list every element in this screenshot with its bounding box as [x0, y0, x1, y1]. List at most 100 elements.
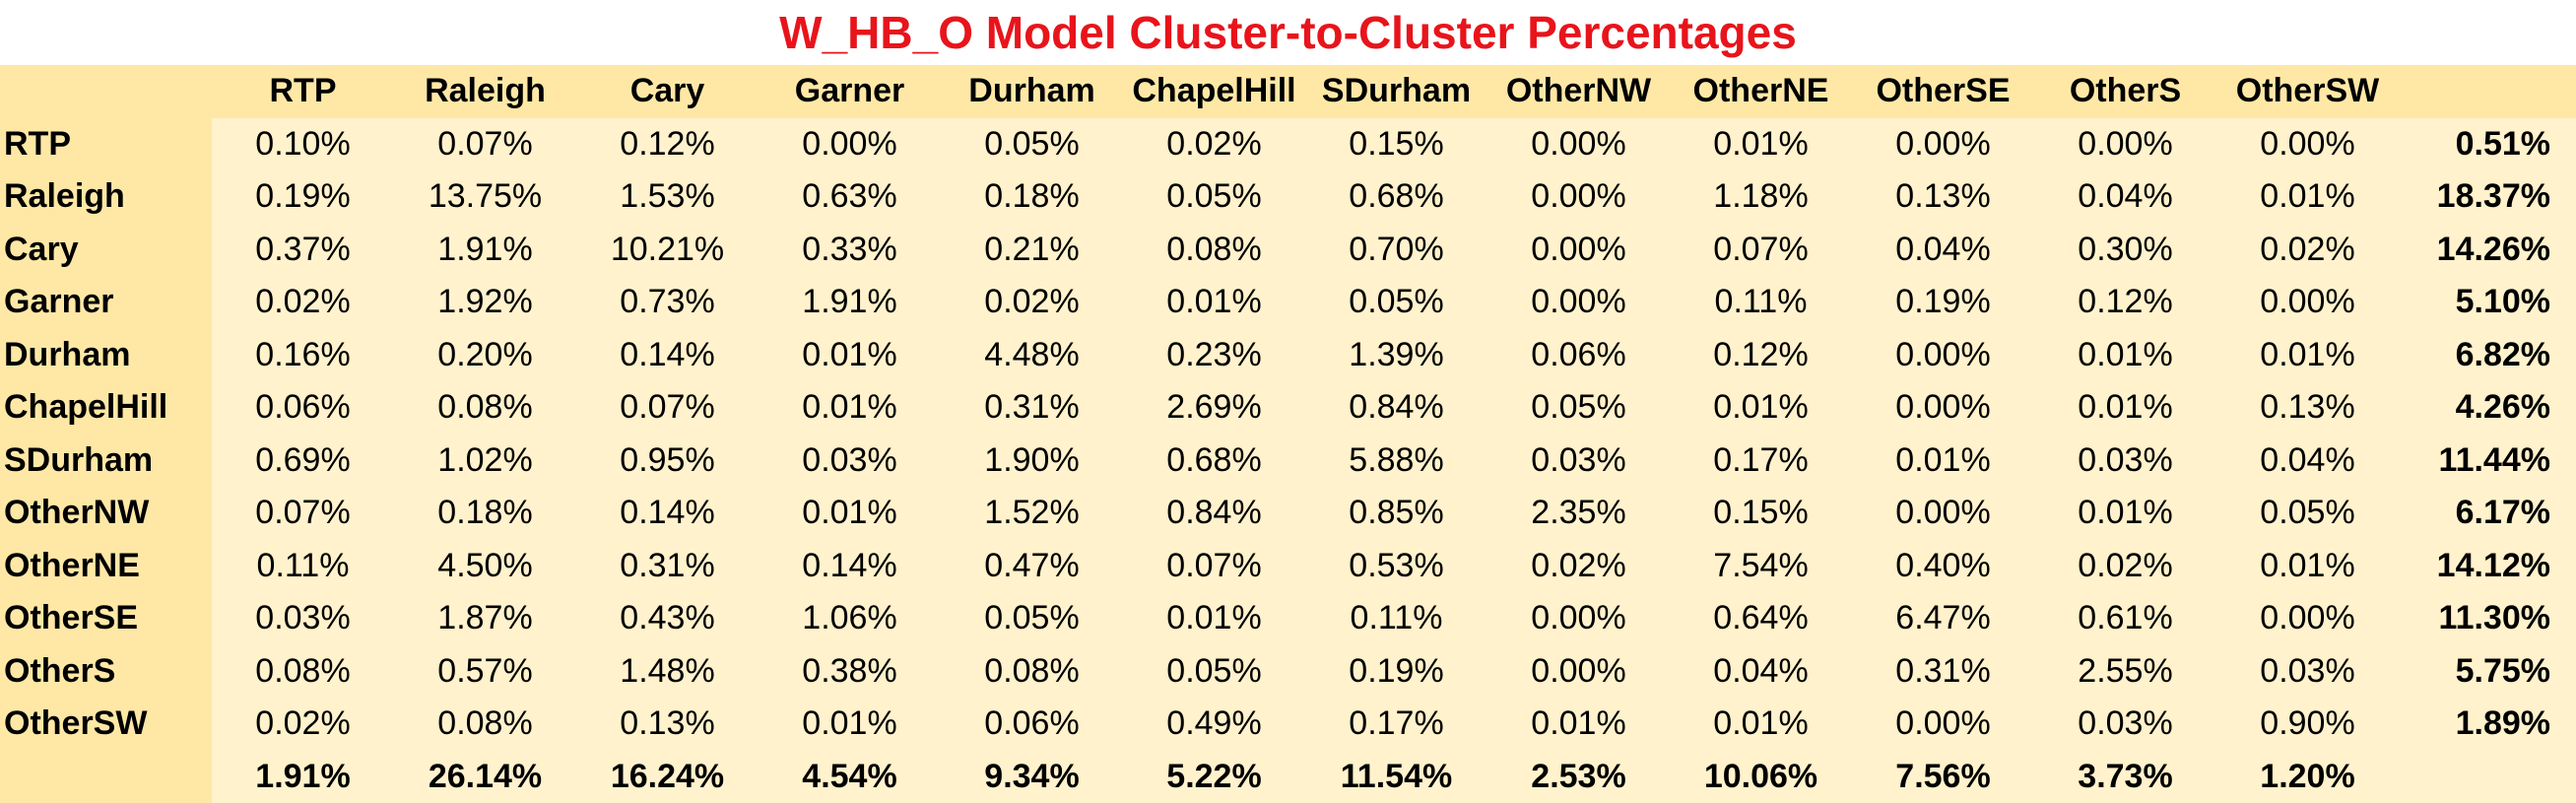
cell-rtp-others: 0.00% [2034, 118, 2216, 171]
cell-durham-others: 0.01% [2034, 329, 2216, 382]
cell-rtp-durham: 0.05% [941, 118, 1123, 171]
cell-otherne-chapelhill: 0.07% [1123, 540, 1305, 593]
row-total-durham: 6.82% [2399, 329, 2576, 382]
cell-chapelhill-othersw: 0.13% [2216, 381, 2399, 435]
cell-durham-chapelhill: 0.23% [1123, 329, 1305, 382]
cell-otherne-raleigh: 4.50% [394, 540, 576, 593]
cell-otherse-chapelhill: 0.01% [1123, 592, 1305, 645]
cell-sdurham-raleigh: 1.02% [394, 435, 576, 488]
cell-othersw-sdurham: 0.17% [1305, 698, 1487, 751]
cell-chapelhill-chapelhill: 2.69% [1123, 381, 1305, 435]
cell-sdurham-rtp: 0.69% [212, 435, 394, 488]
cell-durham-durham: 4.48% [941, 329, 1123, 382]
cell-otherne-othernw: 0.02% [1487, 540, 1670, 593]
cell-othernw-otherse: 0.00% [1852, 487, 2034, 540]
column-header-durham: Durham [941, 65, 1123, 118]
cell-rtp-cary: 0.12% [576, 118, 759, 171]
column-header-otherne: OtherNE [1670, 65, 1852, 118]
cell-cary-garner: 0.33% [759, 224, 941, 277]
header-corner-cell [0, 65, 212, 118]
cell-chapelhill-sdurham: 0.84% [1305, 381, 1487, 435]
row-total-othersw: 1.89% [2399, 698, 2576, 751]
row-total-otherse: 11.30% [2399, 592, 2576, 645]
cell-othersw-othersw: 0.90% [2216, 698, 2399, 751]
cell-sdurham-othernw: 0.03% [1487, 435, 1670, 488]
cell-othersw-raleigh: 0.08% [394, 698, 576, 751]
cell-sdurham-durham: 1.90% [941, 435, 1123, 488]
column-total-otherse: 7.56% [1852, 751, 2034, 803]
cell-othersw-durham: 0.06% [941, 698, 1123, 751]
cell-others-cary: 1.48% [576, 645, 759, 699]
cell-sdurham-otherne: 0.17% [1670, 435, 1852, 488]
cell-garner-durham: 0.02% [941, 276, 1123, 329]
row-label-otherse: OtherSE [0, 592, 212, 645]
column-total-durham: 9.34% [941, 751, 1123, 803]
cell-durham-othersw: 0.01% [2216, 329, 2399, 382]
cell-raleigh-otherne: 1.18% [1670, 170, 1852, 224]
row-total-othernw: 6.17% [2399, 487, 2576, 540]
column-total-otherne: 10.06% [1670, 751, 1852, 803]
row-total-otherne: 14.12% [2399, 540, 2576, 593]
cell-raleigh-othernw: 0.00% [1487, 170, 1670, 224]
cell-cary-othersw: 0.02% [2216, 224, 2399, 277]
cell-othersw-garner: 0.01% [759, 698, 941, 751]
cell-chapelhill-otherne: 0.01% [1670, 381, 1852, 435]
cell-othersw-otherse: 0.00% [1852, 698, 2034, 751]
cell-durham-raleigh: 0.20% [394, 329, 576, 382]
cell-othersw-cary: 0.13% [576, 698, 759, 751]
cell-chapelhill-cary: 0.07% [576, 381, 759, 435]
cell-raleigh-otherse: 0.13% [1852, 170, 2034, 224]
row-total-raleigh: 18.37% [2399, 170, 2576, 224]
column-total-others: 3.73% [2034, 751, 2216, 803]
cell-otherne-otherse: 0.40% [1852, 540, 2034, 593]
column-total-garner: 4.54% [759, 751, 941, 803]
column-header-chapelhill: ChapelHill [1123, 65, 1305, 118]
cell-garner-otherse: 0.19% [1852, 276, 2034, 329]
cell-othernw-garner: 0.01% [759, 487, 941, 540]
cell-others-sdurham: 0.19% [1305, 645, 1487, 699]
cell-rtp-sdurham: 0.15% [1305, 118, 1487, 171]
cell-raleigh-others: 0.04% [2034, 170, 2216, 224]
cell-garner-garner: 1.91% [759, 276, 941, 329]
cell-otherse-otherse: 6.47% [1852, 592, 2034, 645]
header-total-blank [2399, 65, 2576, 118]
cell-cary-raleigh: 1.91% [394, 224, 576, 277]
cell-chapelhill-raleigh: 0.08% [394, 381, 576, 435]
row-total-sdurham: 11.44% [2399, 435, 2576, 488]
cell-otherne-sdurham: 0.53% [1305, 540, 1487, 593]
cell-raleigh-cary: 1.53% [576, 170, 759, 224]
cell-othersw-rtp: 0.02% [212, 698, 394, 751]
cell-raleigh-othersw: 0.01% [2216, 170, 2399, 224]
cell-durham-rtp: 0.16% [212, 329, 394, 382]
cell-othernw-raleigh: 0.18% [394, 487, 576, 540]
cell-rtp-raleigh: 0.07% [394, 118, 576, 171]
cell-rtp-garner: 0.00% [759, 118, 941, 171]
row-label-others: OtherS [0, 645, 212, 699]
cell-otherne-garner: 0.14% [759, 540, 941, 593]
cell-othernw-sdurham: 0.85% [1305, 487, 1487, 540]
cell-otherse-rtp: 0.03% [212, 592, 394, 645]
cell-othersw-otherne: 0.01% [1670, 698, 1852, 751]
cell-garner-cary: 0.73% [576, 276, 759, 329]
cell-cary-sdurham: 0.70% [1305, 224, 1487, 277]
cell-otherne-othersw: 0.01% [2216, 540, 2399, 593]
cell-durham-othernw: 0.06% [1487, 329, 1670, 382]
column-header-otherse: OtherSE [1852, 65, 2034, 118]
cell-raleigh-durham: 0.18% [941, 170, 1123, 224]
cell-sdurham-sdurham: 5.88% [1305, 435, 1487, 488]
cell-cary-otherne: 0.07% [1670, 224, 1852, 277]
cell-raleigh-rtp: 0.19% [212, 170, 394, 224]
cell-otherse-durham: 0.05% [941, 592, 1123, 645]
column-total-othersw: 1.20% [2216, 751, 2399, 803]
row-label-othersw: OtherSW [0, 698, 212, 751]
cell-others-otherne: 0.04% [1670, 645, 1852, 699]
cell-sdurham-garner: 0.03% [759, 435, 941, 488]
cell-others-others: 2.55% [2034, 645, 2216, 699]
cell-cary-durham: 0.21% [941, 224, 1123, 277]
cell-garner-rtp: 0.02% [212, 276, 394, 329]
